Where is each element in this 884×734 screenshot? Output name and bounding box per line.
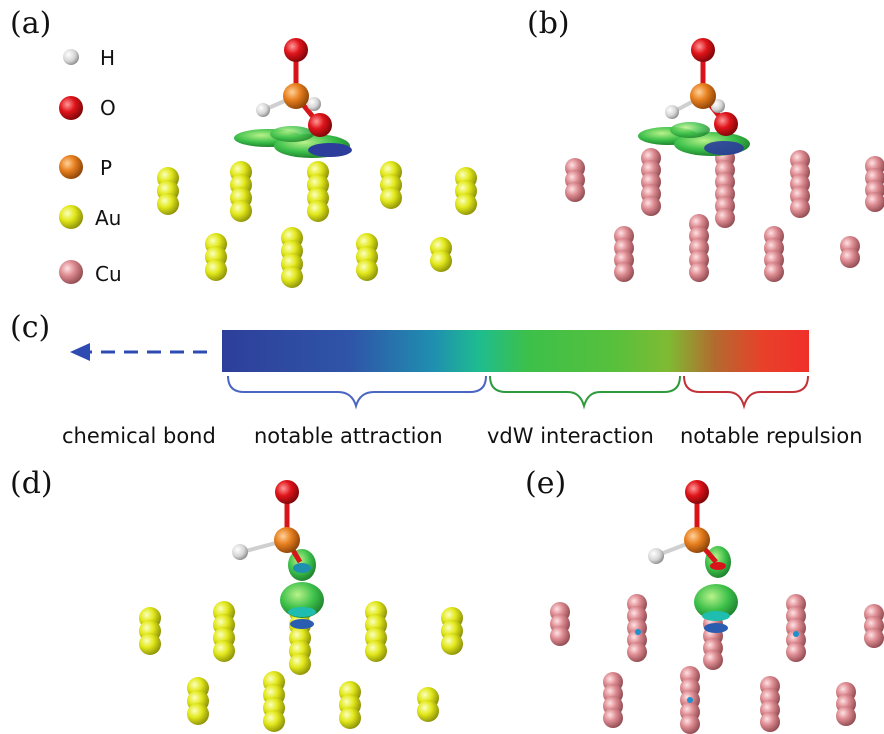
cu-column [786, 594, 806, 662]
panel-label-b: (b) [527, 6, 570, 41]
au-column [455, 167, 477, 215]
panel-d-isosurface [280, 549, 324, 629]
cu-column [760, 676, 780, 732]
cu-column [603, 672, 623, 728]
o-atom [714, 112, 738, 136]
panel-d-au-back-row [139, 601, 463, 675]
scale-label-notable-repulsion: notable repulsion [680, 424, 863, 448]
au-column [307, 161, 329, 222]
scale-label-notable-attraction: notable attraction [254, 424, 443, 448]
panel-a-isosurface [234, 126, 352, 158]
legend-label-h: H [100, 46, 116, 70]
legend-label-cu: Cu [95, 262, 122, 286]
panel-d-molecule [232, 480, 303, 564]
au-column [417, 687, 439, 722]
au-column [263, 671, 285, 732]
au-column [213, 601, 235, 662]
au-column [139, 607, 161, 655]
legend-spheres [59, 49, 83, 284]
cu-column [614, 226, 634, 282]
o-atom [275, 480, 299, 504]
panel-a-structure [157, 38, 477, 288]
p-atom [274, 527, 300, 553]
au-column [339, 681, 361, 729]
legend-sphere-au [59, 205, 83, 229]
panel-d-structure [139, 480, 463, 732]
cu-column [865, 156, 884, 212]
panel-d-au-front-row [187, 671, 439, 732]
panel-b-structure [565, 38, 884, 282]
panel-a-au-back-row [157, 161, 477, 222]
cu-column [864, 604, 884, 648]
legend-label-p: P [100, 156, 113, 180]
h-atom [232, 544, 248, 560]
o-atom [685, 480, 709, 504]
p-atom [684, 527, 710, 553]
h-atom [307, 97, 321, 111]
au-column [205, 233, 227, 281]
panel-c-scale [70, 343, 809, 410]
o-atom [691, 38, 715, 62]
bracket-vdw [489, 375, 681, 410]
bracket-repulsion [683, 375, 809, 410]
panel-a-au-front-row [205, 227, 452, 288]
au-column [365, 601, 387, 662]
bracket-attraction [227, 375, 487, 410]
au-column [187, 677, 209, 725]
panel-b-isosurface [638, 122, 750, 156]
au-column [230, 161, 252, 222]
h-atom [648, 548, 664, 564]
p-atom [690, 83, 716, 109]
cu-column [840, 236, 860, 268]
o-atom [308, 113, 332, 137]
panel-label-c: (c) [10, 310, 51, 345]
panel-b-cu-back-row [565, 148, 884, 228]
panel-b-molecule [665, 38, 738, 136]
p-atom [283, 83, 309, 109]
panel-e-cu-back-row [550, 594, 884, 670]
au-column [441, 607, 463, 655]
panel-a-molecule [256, 38, 332, 137]
cu-column [790, 150, 810, 218]
panel-e-molecule [648, 480, 718, 564]
legend-label-o: O [100, 96, 116, 120]
legend-label-au: Au [95, 206, 122, 230]
cu-column [836, 682, 856, 726]
panel-e-cu-front-row [603, 666, 856, 734]
cu-column [550, 602, 570, 646]
au-column [380, 161, 402, 209]
h-atom [665, 105, 679, 119]
au-column [430, 237, 452, 272]
cu-column [715, 148, 735, 228]
au-column [356, 233, 378, 281]
au-column [281, 227, 303, 288]
au-column [157, 167, 179, 215]
cu-column [764, 226, 784, 282]
arrow-head [70, 343, 90, 361]
legend-sphere-o [59, 96, 83, 120]
panel-label-a: (a) [10, 6, 52, 41]
legend-sphere-p [59, 155, 83, 179]
o-atom [284, 38, 308, 62]
cu-column [689, 214, 709, 282]
scale-label-chemical-bond: chemical bond [62, 424, 216, 448]
cu-column [627, 594, 647, 662]
h-atom [256, 103, 270, 117]
panel-e-structure [550, 480, 884, 734]
legend-sphere-h [63, 49, 79, 65]
scale-label-vdw-interaction: vdW interaction [487, 424, 654, 448]
legend-sphere-cu [59, 260, 83, 284]
panel-label-e: (e) [525, 466, 567, 501]
cu-column [565, 158, 585, 202]
color-scale-bar [222, 330, 809, 372]
panel-label-d: (d) [10, 466, 53, 501]
h-atom [711, 99, 725, 113]
panel-b-cu-front-row [614, 214, 860, 282]
cu-column [641, 148, 661, 216]
